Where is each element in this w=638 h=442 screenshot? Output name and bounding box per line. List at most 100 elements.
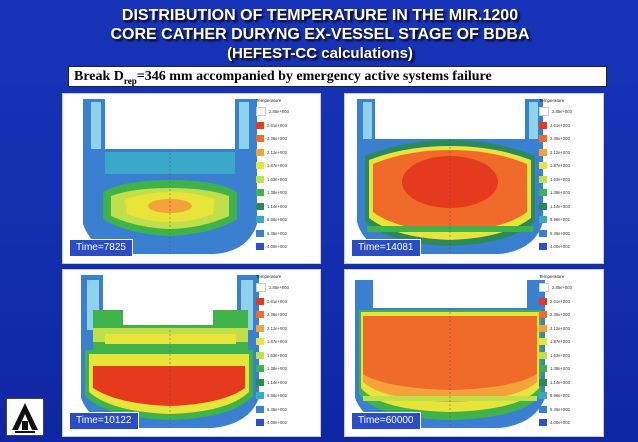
legend-row: 8.96e+002 <box>256 389 316 403</box>
legend-row: 2.36e+003 <box>539 132 599 146</box>
legend-level: 2.61e+003 <box>550 122 570 128</box>
legend-row: 2.12e+003 <box>539 146 599 160</box>
break-caption: Break Drep=346 mm accompanied by emergen… <box>68 66 607 87</box>
legend-row: 2.85e+003 <box>256 281 316 295</box>
legend-level: 4.00e+002 <box>550 420 570 426</box>
legend-level: 1.63e+003 <box>550 352 570 358</box>
legend-level: 1.63e+003 <box>267 176 287 182</box>
temperature-field-3 <box>81 275 259 428</box>
legend-swatch <box>539 338 547 346</box>
legend-level: 8.96e+002 <box>267 217 287 223</box>
legend-row: 4.00e+002 <box>539 240 599 254</box>
legend-swatch <box>256 121 264 129</box>
legend-swatch <box>539 378 547 386</box>
legend-level: 2.12e+003 <box>267 325 287 331</box>
legend-level: 8.96e+002 <box>550 217 570 223</box>
legend-swatch <box>539 405 547 413</box>
legend-level: 8.96e+002 <box>267 393 287 399</box>
legend-swatch <box>539 229 547 237</box>
legend-level: 6.45e+002 <box>267 406 287 412</box>
legend-swatch <box>256 107 266 117</box>
legend-row: 6.45e+002 <box>256 403 316 417</box>
legend-level: 1.87e+003 <box>267 163 287 169</box>
legend-swatch <box>256 135 264 143</box>
legend-swatch <box>539 365 547 373</box>
legend-row: 1.38e+003 <box>539 362 599 376</box>
legend-level: 2.85e+003 <box>269 109 289 115</box>
time-label: Time=60000 <box>351 412 421 430</box>
legend-level: 2.12e+003 <box>550 149 570 155</box>
legend-row: 1.87e+003 <box>539 335 599 349</box>
legend-row: 6.45e+002 <box>539 403 599 417</box>
legend-row: 1.14e+003 <box>539 376 599 390</box>
legend-row: 2.12e+003 <box>539 322 599 336</box>
legend-swatch <box>256 338 264 346</box>
legend-level: 2.12e+003 <box>267 149 287 155</box>
legend-level: 1.38e+003 <box>267 190 287 196</box>
legend-row: 1.14e+003 <box>539 200 599 214</box>
break-caption-post: =346 mm accompanied by emergency active … <box>136 69 492 84</box>
time-label: Time=14081 <box>351 239 421 257</box>
legend-swatch <box>539 121 547 129</box>
legend-level: 2.36e+003 <box>550 136 570 142</box>
legend-level: 2.61e+003 <box>550 298 570 304</box>
legend-level: 1.87e+003 <box>267 339 287 345</box>
legend-swatch <box>256 324 264 332</box>
legend-swatch <box>539 216 547 224</box>
legend-swatch <box>539 324 547 332</box>
legend-row: 2.61e+003 <box>539 119 599 133</box>
legend-level: 2.36e+003 <box>267 136 287 142</box>
legend-row: 4.00e+002 <box>256 240 316 254</box>
legend-level: 1.87e+003 <box>550 339 570 345</box>
legend-swatch <box>256 419 264 427</box>
legend-row: 6.45e+002 <box>539 227 599 241</box>
legend-level: 2.12e+003 <box>550 325 570 331</box>
legend-level: 2.36e+003 <box>550 312 570 318</box>
legend-swatch <box>539 243 547 251</box>
legend-row: 1.63e+003 <box>256 173 316 187</box>
legend-row: 1.14e+003 <box>256 200 316 214</box>
legend-swatch <box>539 175 547 183</box>
legend-swatch <box>256 365 264 373</box>
break-caption-pre: Break D <box>74 69 124 84</box>
legend-level: 1.63e+003 <box>267 352 287 358</box>
legend-row: 4.00e+002 <box>256 416 316 430</box>
legend-row: 6.45e+002 <box>256 227 316 241</box>
legend-row: 2.61e+003 <box>539 295 599 309</box>
legend-title: Temperature <box>539 274 565 279</box>
legend-swatch <box>256 378 264 386</box>
legend-level: 1.14e+003 <box>267 203 287 209</box>
legend-level: 1.14e+003 <box>267 379 287 385</box>
legend-level: 2.36e+003 <box>267 312 287 318</box>
legend-swatch <box>256 189 264 197</box>
temperature-field-2 <box>357 99 543 254</box>
legend-swatch <box>539 189 547 197</box>
time-label: Time=7825 <box>69 239 133 257</box>
temperature-field-4 <box>355 280 545 428</box>
title-line-3: (HEFEST-CC calculations) <box>227 45 413 62</box>
legend-row: 1.14e+003 <box>256 376 316 390</box>
legend-row: 1.38e+003 <box>539 186 599 200</box>
legend-swatch <box>256 216 264 224</box>
legend-level: 6.45e+002 <box>550 406 570 412</box>
legend-row: 2.12e+003 <box>256 146 316 160</box>
legend-row: 8.96e+002 <box>539 213 599 227</box>
legend-row: 2.36e+003 <box>256 308 316 322</box>
temperature-panel-1: Temperature 2.85e+003 2.61e+003 2.36e+00… <box>62 93 321 264</box>
legend-row: 4.00e+002 <box>539 416 599 430</box>
legend-row: 1.63e+003 <box>256 349 316 363</box>
legend-swatch <box>256 283 266 293</box>
legend-swatch <box>256 229 264 237</box>
logo-icon <box>12 403 38 433</box>
legend-level: 4.00e+002 <box>267 420 287 426</box>
legend-level: 1.63e+003 <box>550 176 570 182</box>
legend-level: 2.85e+003 <box>552 109 572 115</box>
legend-swatch <box>539 419 547 427</box>
legend-level: 1.38e+003 <box>550 190 570 196</box>
temperature-panel-4: Temperature 2.85e+003 2.61e+003 2.36e+00… <box>344 269 604 437</box>
legend-swatch <box>539 351 547 359</box>
legend-row: 2.36e+003 <box>256 132 316 146</box>
legend-row: 2.61e+003 <box>256 119 316 133</box>
temperature-panel-2: Temperature 2.85e+003 2.61e+003 2.36e+00… <box>344 93 604 264</box>
legend: Temperature 2.85e+003 2.61e+003 2.36e+00… <box>256 98 316 254</box>
